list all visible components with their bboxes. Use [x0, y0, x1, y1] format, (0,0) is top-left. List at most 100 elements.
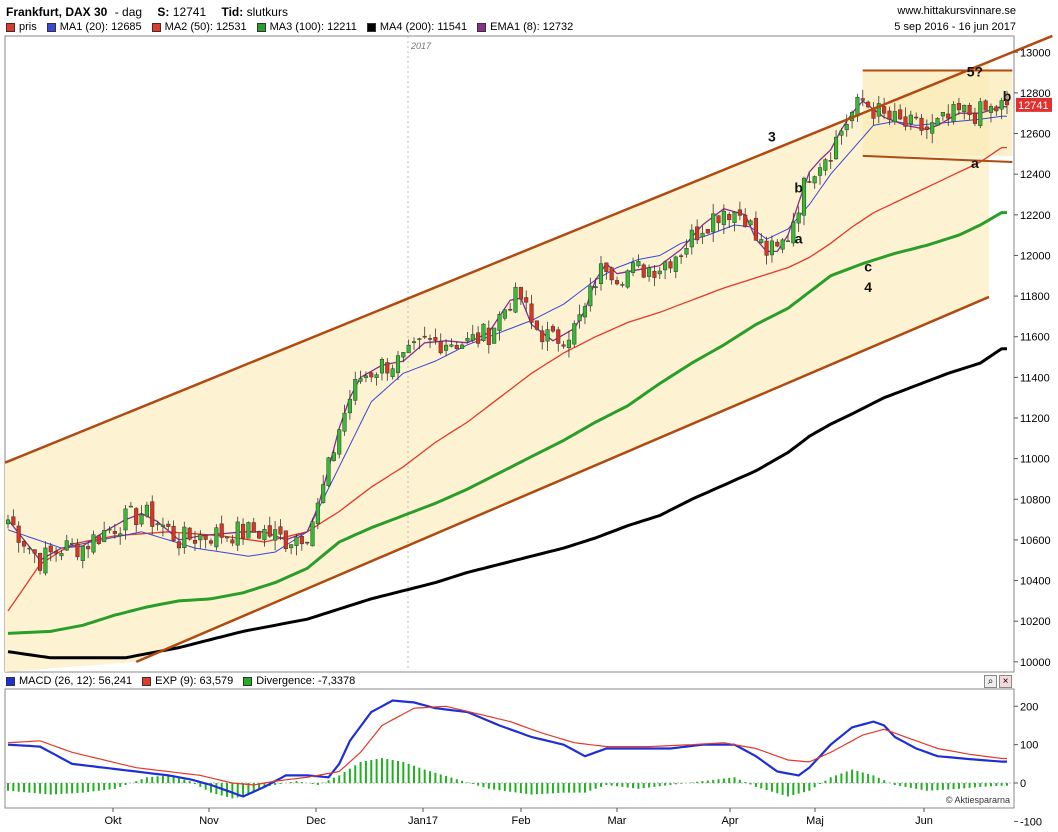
- candle: [540, 330, 545, 343]
- candle: [321, 484, 326, 504]
- x-tick-label: Maj: [806, 815, 824, 827]
- x-tick-label: Feb: [512, 815, 531, 827]
- legend-ma3[interactable]: MA3 (100): 12211: [256, 21, 357, 33]
- y-tick-label: 11200: [1020, 413, 1050, 425]
- legend-label: Divergence: -7,3378: [256, 675, 356, 687]
- candle: [780, 239, 785, 250]
- candle: [310, 521, 315, 547]
- watermark: © Aktiespararna: [946, 795, 1010, 805]
- candle: [545, 329, 550, 342]
- chart-title: Frankfurt, DAX 30 - dag S: 12741 Tid: sl…: [6, 5, 288, 19]
- legend-ma4[interactable]: MA4 (200): 11541: [366, 21, 467, 33]
- candle: [775, 241, 780, 247]
- candle: [620, 284, 625, 286]
- candle: [721, 210, 726, 225]
- candle: [102, 530, 107, 543]
- candle: [727, 214, 732, 221]
- x-tick-label: Mar: [608, 815, 627, 827]
- candle: [59, 553, 64, 557]
- wave-label: a: [971, 155, 979, 171]
- candle: [833, 136, 839, 160]
- magnifier-icon[interactable]: ⌕: [984, 675, 997, 688]
- candle: [486, 327, 491, 345]
- legend-ma2[interactable]: MA2 (50): 12531: [151, 21, 247, 33]
- s-label: S:: [157, 5, 170, 19]
- candle: [123, 508, 128, 531]
- candle: [695, 226, 700, 241]
- legend-macd[interactable]: MACD (26, 12): 56,241: [6, 675, 132, 687]
- wave-label: 5?: [967, 64, 983, 80]
- candle: [43, 547, 48, 574]
- candle: [748, 220, 753, 226]
- legend-divergence[interactable]: Divergence: -7,3378: [243, 675, 355, 687]
- candle: [192, 539, 198, 544]
- legend-pris[interactable]: pris: [6, 21, 37, 33]
- candle: [160, 524, 165, 527]
- y-tick-label: 11400: [1020, 372, 1050, 384]
- y-tick-label: 200: [1020, 701, 1038, 713]
- legend-ma1[interactable]: MA1 (20): 12685: [46, 21, 142, 33]
- candle: [630, 262, 636, 273]
- candle: [860, 98, 865, 101]
- wave-label: c: [864, 259, 872, 275]
- y-tick-label: 12000: [1020, 250, 1051, 262]
- legend-swatch: [6, 22, 15, 32]
- candle: [887, 110, 892, 120]
- legend-label: MA3 (100): 12211: [269, 21, 357, 33]
- candle: [598, 263, 604, 284]
- legend-exp[interactable]: EXP (9): 63,579: [142, 675, 233, 687]
- candle: [230, 539, 235, 544]
- candle: [139, 514, 144, 525]
- candle: [21, 540, 27, 547]
- site-url[interactable]: www.hittakursvinnare.se: [897, 5, 1016, 17]
- candle: [892, 111, 897, 123]
- candle: [684, 247, 689, 255]
- y-tick-label: 12800: [1020, 88, 1051, 100]
- candle: [791, 222, 796, 244]
- wave-label: 4: [864, 279, 872, 295]
- legend-label: MA1 (20): 12685: [59, 21, 142, 33]
- candle: [908, 114, 913, 125]
- candle: [347, 398, 352, 414]
- date-range: 5 sep 2016 - 16 jun 2017: [894, 21, 1016, 33]
- candle: [449, 344, 454, 347]
- channel-lower-line: [135, 295, 990, 663]
- candle: [257, 531, 262, 539]
- y-tick-label: 10200: [1020, 616, 1051, 628]
- candle: [86, 546, 91, 550]
- candle: [433, 337, 438, 341]
- candle: [1004, 100, 1010, 106]
- candle: [828, 160, 833, 162]
- candle: [369, 372, 374, 378]
- y-tick-label: 0: [1020, 778, 1026, 790]
- candle: [737, 209, 742, 216]
- candle: [427, 338, 433, 340]
- x-tick-label: Jun: [915, 815, 933, 827]
- candle: [155, 523, 160, 526]
- close-icon[interactable]: ×: [999, 675, 1012, 688]
- ma-line-ma1: [7, 115, 1007, 557]
- candle: [561, 344, 566, 347]
- candle: [262, 529, 267, 541]
- candle: [705, 229, 710, 234]
- candle: [54, 550, 59, 554]
- candle: [235, 521, 240, 546]
- legend-label: MACD (26, 12): 56,241: [19, 675, 133, 687]
- price-badge: [1016, 97, 1052, 112]
- candle: [534, 320, 539, 330]
- legend-swatch: [366, 22, 376, 32]
- candle: [48, 545, 53, 553]
- candle: [577, 314, 582, 322]
- candle: [732, 212, 737, 223]
- candle: [401, 352, 406, 358]
- candle: [876, 103, 881, 117]
- candle: [283, 530, 288, 550]
- candle: [946, 113, 951, 119]
- candle: [481, 323, 486, 341]
- candle: [417, 338, 422, 340]
- candle: [326, 457, 331, 486]
- candle: [476, 332, 481, 344]
- candle: [299, 536, 304, 545]
- legend-swatch: [151, 22, 161, 32]
- legend-ema1[interactable]: EMA1 (8): 12732: [477, 21, 573, 33]
